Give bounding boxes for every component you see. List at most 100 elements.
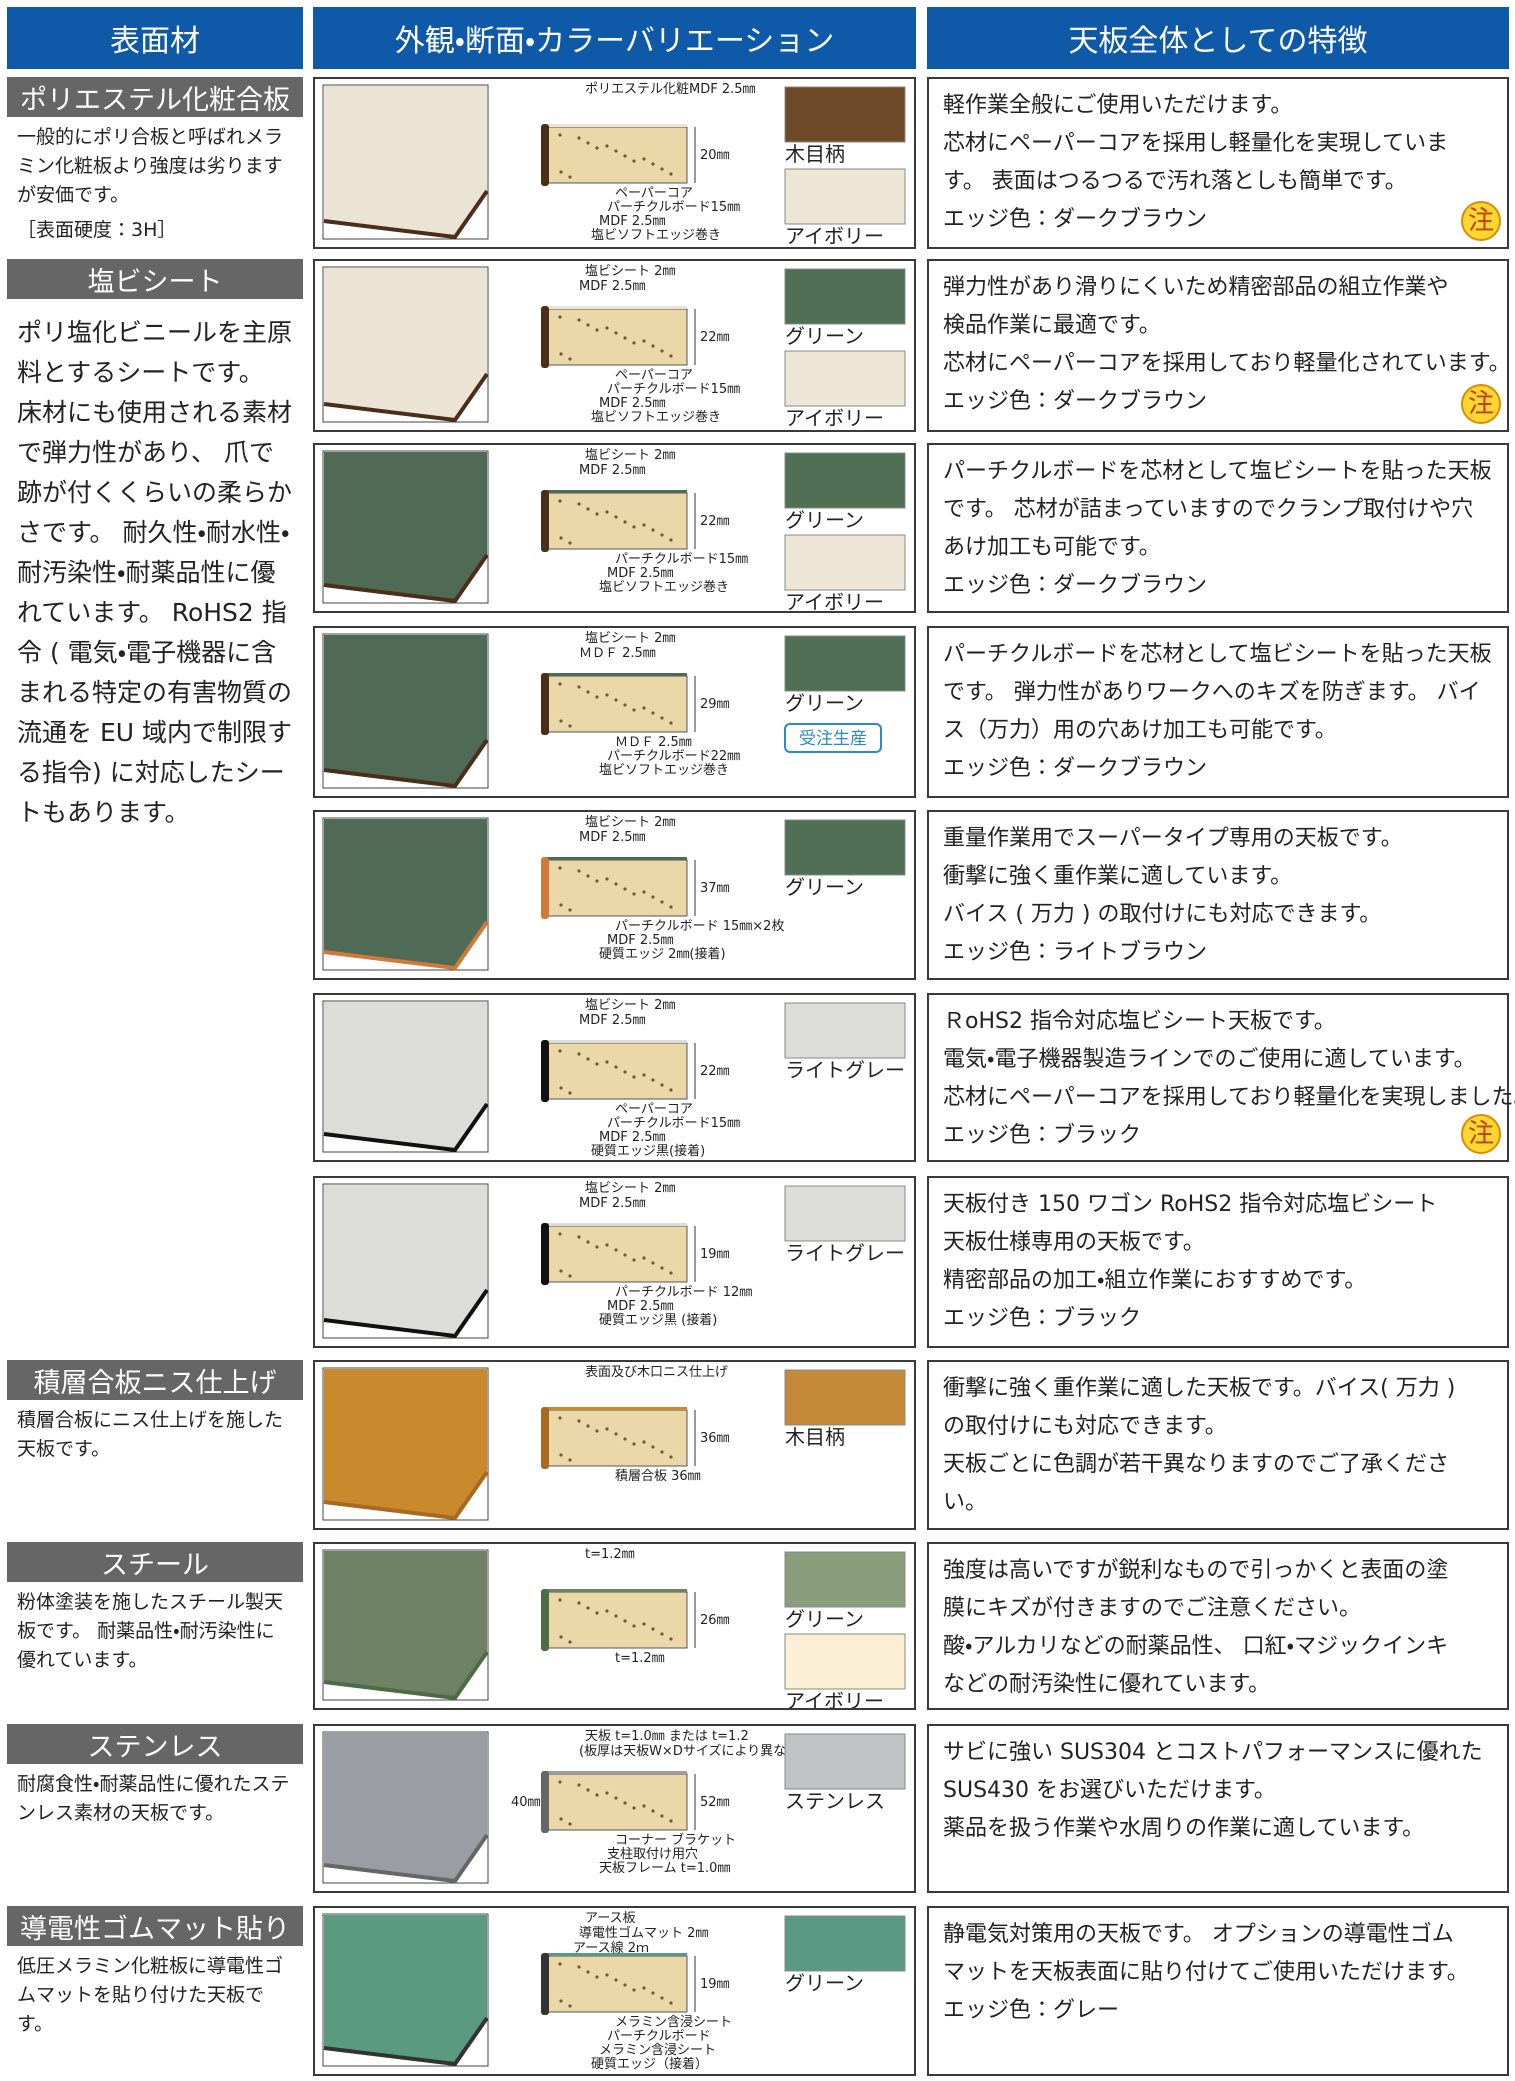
section-grain (577, 685, 581, 689)
section-grain (623, 520, 627, 524)
section-grain (614, 1796, 618, 1800)
section-label: MDF 2.5㎜ (579, 279, 646, 294)
feature-line: 強度は高いですが鋭利なもので引っかくと表面の塗 (943, 1558, 1449, 1583)
section-grain (577, 1601, 581, 1605)
feature-line: 重量作業用でスーパータイプ専用の天板です。 (943, 826, 1403, 851)
feature-line: エッジ色：ライトブラウン (943, 940, 1208, 965)
section-core (546, 675, 688, 733)
section-label: アース板 (585, 1911, 636, 1926)
feature-line: す。 表面はつるつるで汚れ落としも簡単です。 (943, 169, 1407, 194)
dimension-label: 36㎜ (700, 1431, 730, 1446)
column-header: 表面材 (7, 7, 303, 69)
section-grain (595, 1793, 599, 1797)
section-grain (558, 866, 562, 870)
section-label: パーチクルボード (607, 2029, 711, 2044)
section-grain (577, 869, 581, 873)
feature-line: です。 芯材が詰まっていますのでクランプ取付けや穴 (943, 497, 1474, 522)
feature-cell: ＲoHS2 指令対応塩ビシート天板です。 電気・電子機器製造ラインでのご使用に適し… (927, 993, 1515, 1162)
material-desc: 低圧メラミン化粧板に導電性ゴムマットを貼り付けた天板です。 (17, 1955, 284, 2035)
color-swatch (784, 1369, 906, 1426)
section-top (547, 1589, 687, 1592)
section-core (546, 1773, 688, 1831)
section-grain (595, 1245, 599, 1249)
section-grain (595, 1975, 599, 1979)
section-label: パーチクルボード15㎜ (615, 552, 748, 567)
section-grain (558, 682, 562, 686)
section-grain (642, 1622, 646, 1626)
section-label: MDF 2.5㎜ (607, 566, 674, 581)
section-grain (586, 1606, 590, 1610)
feature-line: 静電気対策用の天板です。 オプションの導電性ゴム (943, 1922, 1454, 1947)
section-core (546, 492, 688, 550)
section-grain (559, 719, 563, 723)
section-grain (669, 1819, 673, 1823)
section-top (547, 1407, 687, 1410)
section-label: ＭＤＦ 2.5㎜ (615, 735, 692, 750)
section-grain (559, 1453, 563, 1457)
material-desc: 耐腐食性・耐薬品性に優れたステンレス素材の天板です。 (17, 1773, 290, 1824)
section-grain (595, 879, 599, 883)
section-edge (541, 1771, 549, 1833)
section-grain (614, 515, 618, 519)
material-name: 積層合板ニス仕上げ (7, 1360, 303, 1400)
section-grain (614, 149, 618, 153)
section-grain (559, 536, 563, 540)
feature-line: 天板仕様専用の天板です。 (943, 1230, 1205, 1255)
section-label: MDF 2.5㎜ (579, 1013, 646, 1028)
section-grain (614, 698, 618, 702)
section-label: パーチクルボード 12㎜ (615, 1285, 752, 1300)
section-grain (632, 1624, 636, 1628)
section-top (547, 1953, 687, 1956)
color-swatch (784, 350, 906, 407)
section-grain (632, 159, 636, 163)
section-grain (642, 1804, 646, 1808)
appearance-cell: 塩ビシート 2㎜ ＭＤＦ 2.5㎜ 29㎜ ＭＤＦ 2.5㎜ パーチクルボード22㎜ 塩ビ… (313, 626, 916, 798)
section-grain (623, 1070, 627, 1074)
section-grain (651, 1261, 655, 1265)
section-grain (577, 1235, 581, 1239)
section-grain (568, 1274, 572, 1278)
feature-cell: 強度は高いですが鋭利なもので引っかくと表面の塗 膜にキズが付きますのでご注意くださ… (927, 1542, 1509, 1710)
section-grain (632, 892, 636, 896)
photo-edge (323, 1288, 489, 1339)
section-top (547, 1040, 687, 1043)
section-label: MDF 2.5㎜ (599, 1130, 666, 1145)
feature-line: バイス ( 万力 ) の取付けにも対応できます。 (943, 902, 1382, 927)
dimension-label: 37㎜ (700, 881, 730, 896)
section-grain (632, 341, 636, 345)
section-grain (651, 1991, 655, 1995)
feature-cell: 静電気対策用の天板です。 オプションの導電性ゴム マットを天板表面に貼り付けてご使… (927, 1906, 1509, 2076)
feature-line: 電気・電子機器製造ラインでのご使用に適しています。 (943, 1047, 1476, 1072)
note-mark: 注 (1461, 1114, 1501, 1154)
section-grain (559, 1269, 563, 1273)
feature-line: SUS430 をお選びいただけます。 (943, 1778, 1276, 1803)
feature-line: です。 弾力性がありワークへのキズを防ぎます。 バイ (943, 680, 1481, 705)
section-edge (541, 490, 549, 552)
photo-edge (323, 1102, 489, 1153)
photo-edge (323, 2016, 489, 2067)
section-grain (660, 1632, 664, 1636)
material-desc: ［表面硬度：3H］ (17, 219, 177, 241)
section-label: MDF 2.5㎜ (607, 933, 674, 948)
section-grain (660, 1814, 664, 1818)
section-grain (605, 1973, 609, 1977)
section-grain (623, 1253, 627, 1257)
feature-cell: サビに強い SUS304 とコストパフォーマンスに優れた SUS430 をお選びい… (927, 1724, 1509, 1893)
section-edge (541, 857, 549, 919)
photo (324, 635, 487, 786)
section-grain (568, 724, 572, 728)
feature-cell: 軽作業全般にご使用いただけます。 芯材にペーパーコアを採用し軽量化を実現しています… (927, 77, 1509, 249)
section-grain (605, 1427, 609, 1431)
section-grain (660, 1996, 664, 2000)
section-edge (541, 306, 549, 368)
feature-line: サビに強い SUS304 とコストパフォーマンスに優れた (943, 1740, 1483, 1765)
section-label: 支柱取付け用穴 (607, 1847, 698, 1862)
section-grain (558, 315, 562, 319)
appearance-cell: ポリエステル化粧MDF 2.5㎜ 20㎜ ペーパーコア パーチクルボード15㎜ MDF … (313, 77, 916, 249)
color-swatch (784, 168, 906, 225)
section-label: 塩ビシート 2㎜ (585, 448, 675, 463)
section-top (547, 857, 687, 860)
